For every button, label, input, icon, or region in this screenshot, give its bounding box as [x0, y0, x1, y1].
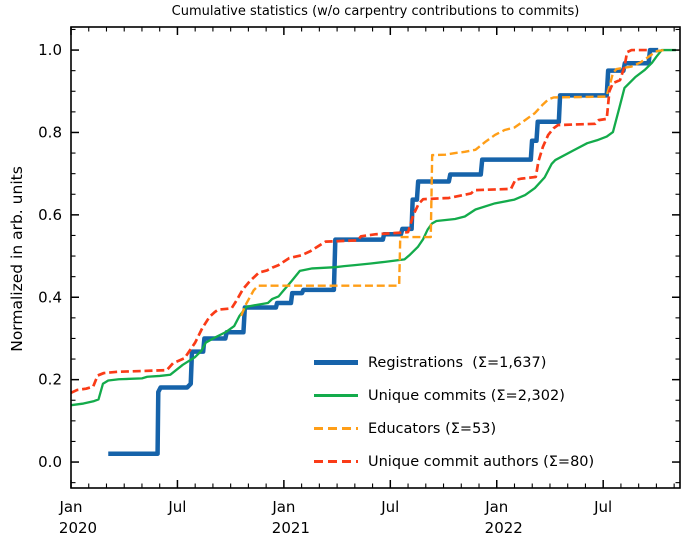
legend-item-registrations: Registrations (Σ=1,637) [314, 346, 594, 379]
y-tick-label: 0.2 [38, 371, 62, 389]
x-tick-year-label: 2022 [485, 519, 523, 537]
y-tick-label: 1.0 [38, 41, 62, 59]
y-tick-label: 0.4 [38, 288, 62, 306]
x-tick-label: Jul [167, 498, 186, 516]
x-tick-label: Jan [58, 498, 82, 516]
y-tick-label: 0.8 [38, 123, 62, 141]
y-axis-labels: 0.0 0.2 0.4 0.6 0.8 1.0 [38, 41, 62, 471]
legend-item-educators: Educators (Σ=53) [314, 412, 594, 445]
unique-commits-line-swatch [314, 394, 358, 397]
x-axis-labels: Jan 2020 Jul Jan 2021 Jul Jan 2022 Jul [58, 498, 612, 537]
series-unique-commits-line [70, 48, 676, 407]
legend-label: Registrations (Σ=1,637) [368, 354, 547, 371]
legend: Registrations (Σ=1,637) Unique commits (… [314, 346, 594, 478]
x-tick-label: Jul [380, 498, 399, 516]
legend-item-unique-commits: Unique commits (Σ=2,302) [314, 379, 594, 412]
y-tick-label: 0.0 [38, 453, 62, 471]
series-unique-commit-authors-line [70, 48, 648, 395]
legend-label: Educators (Σ=53) [368, 420, 497, 437]
legend-item-unique-commit-authors: Unique commit authors (Σ=80) [314, 445, 594, 478]
unique-commit-authors-line-swatch [314, 460, 358, 463]
series-educators-line [240, 48, 665, 317]
chart-title: Cumulative statistics (w/o carpentry con… [171, 4, 580, 19]
x-tick-label: Jan [484, 498, 508, 516]
x-tick-label: Jan [271, 498, 295, 516]
legend-label: Unique commits (Σ=2,302) [368, 387, 565, 404]
x-tick-year-label: 2021 [272, 519, 310, 537]
registrations-line-swatch [314, 360, 358, 365]
legend-label: Unique commit authors (Σ=80) [368, 453, 595, 470]
plot-border [70, 26, 681, 489]
x-tick-year-label: 2020 [59, 519, 97, 537]
y-tick-label: 0.6 [38, 206, 62, 224]
x-tick-label: Jul [593, 498, 612, 516]
y-axis-label: Normalized in arb. units [8, 166, 26, 352]
educators-line-swatch [314, 427, 358, 430]
